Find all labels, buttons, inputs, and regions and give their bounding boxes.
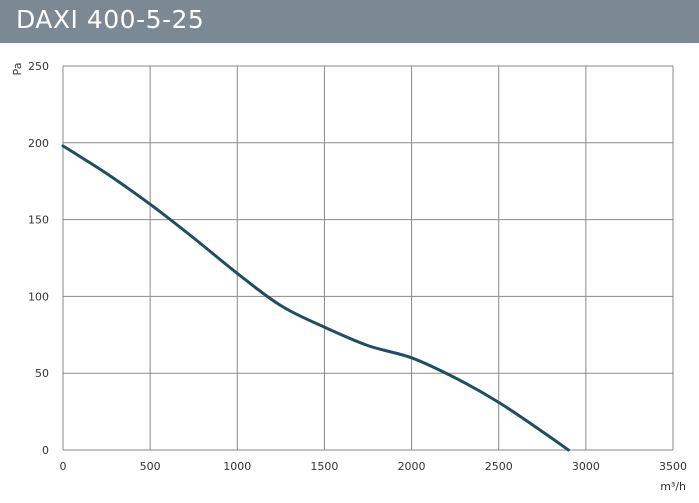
y-tick-label: 0 <box>42 444 49 457</box>
x-tick-label: 1000 <box>223 460 251 473</box>
x-tick-label: 3500 <box>659 460 687 473</box>
title-bar: DAXI 400-5-25 <box>0 0 699 43</box>
x-tick-label: 0 <box>60 460 67 473</box>
y-tick-label: 50 <box>35 367 49 380</box>
x-tick-label: 2000 <box>398 460 426 473</box>
y-tick-label: 150 <box>28 214 49 227</box>
series-line <box>61 144 570 452</box>
x-tick-label: 2500 <box>485 460 513 473</box>
y-tick-label: 200 <box>28 137 49 150</box>
chart-title: DAXI 400-5-25 <box>16 5 205 34</box>
x-tick-label: 1500 <box>310 460 338 473</box>
x-tick-label: 3000 <box>572 460 600 473</box>
tick-labels: 0 500 1000 1500 2000 2500 3000 3500 0 50 100 150 200… <box>28 60 687 473</box>
series-layer <box>61 144 570 452</box>
grid <box>62 65 674 451</box>
y-axis-label: Pa <box>11 63 24 76</box>
y-tick-label: 250 <box>28 60 49 73</box>
y-tick-label: 100 <box>28 290 49 303</box>
x-tick-label: 500 <box>140 460 161 473</box>
x-axis-label: m³/h <box>660 480 686 493</box>
